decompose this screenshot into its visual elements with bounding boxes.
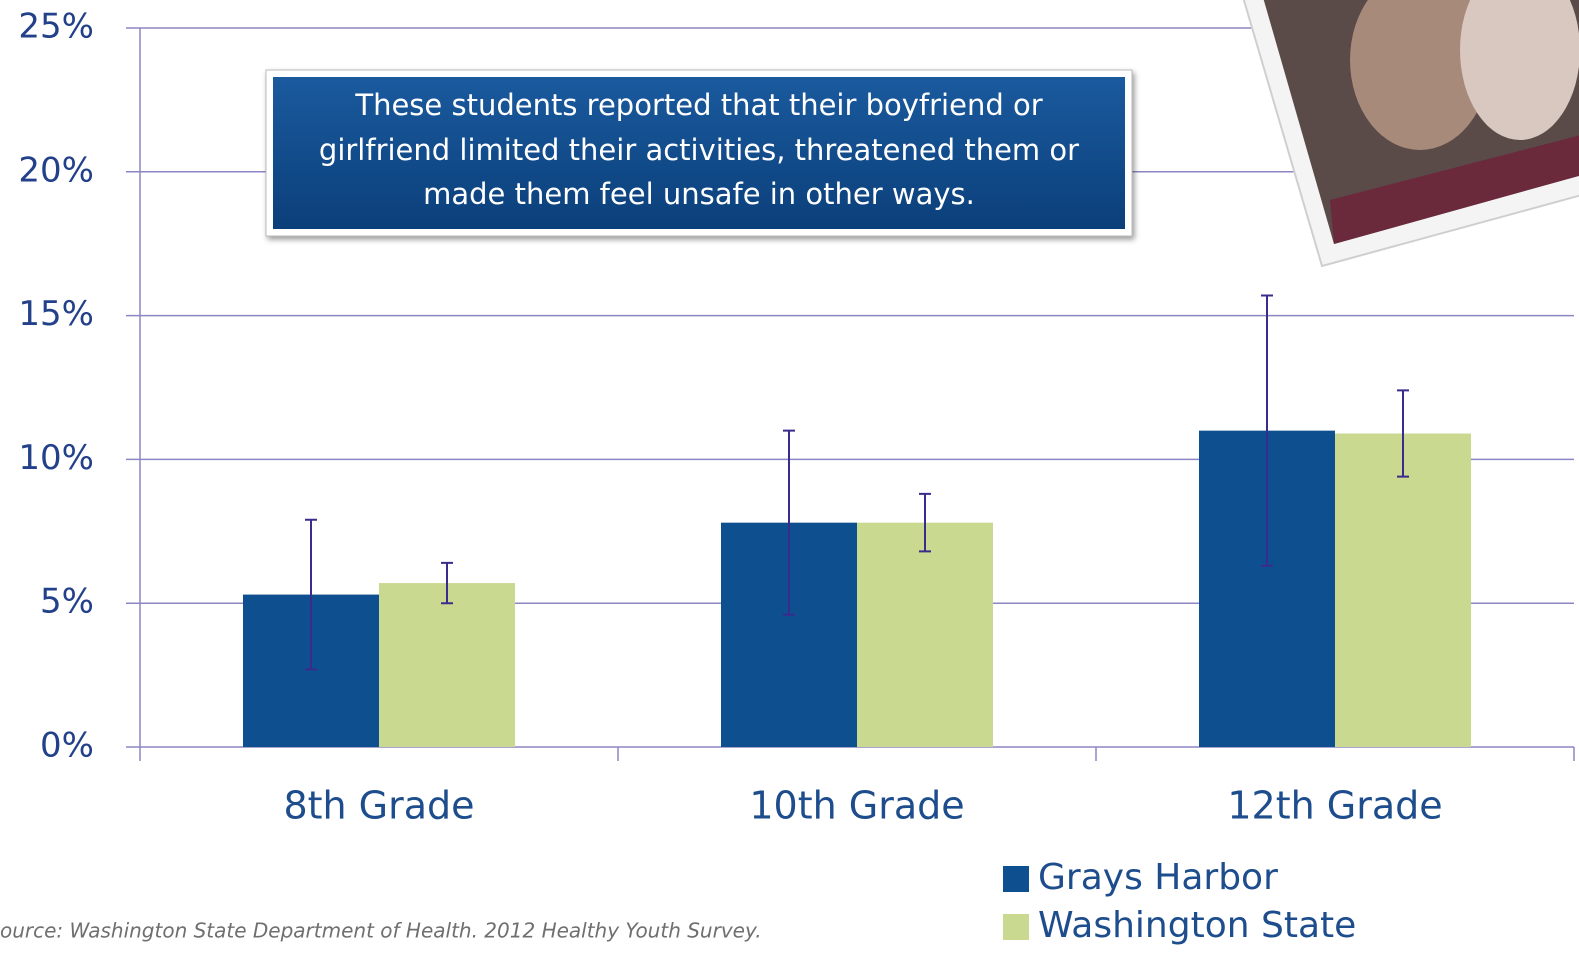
y-tick-label: 15%: [18, 294, 94, 334]
photo: [1238, 0, 1579, 266]
annotation-line: girlfriend limited their activities, thr…: [319, 133, 1079, 167]
y-tick-label: 0%: [40, 726, 94, 766]
bar: [379, 583, 515, 747]
legend-swatch: [1003, 914, 1029, 940]
y-tick-label: 5%: [40, 582, 94, 622]
legend: Grays Harbor Washington State: [1003, 857, 1356, 946]
annotation-line: made them feel unsafe in other ways.: [423, 177, 975, 211]
plot: [243, 295, 1471, 747]
annotation-line: These students reported that their boyfr…: [354, 88, 1042, 122]
y-tick-label: 10%: [18, 438, 94, 478]
chart: 0% 5% 10% 15% 20% 25% 8th Grade 10th Grade 12th …: [0, 0, 1579, 956]
x-tick-label: 12th Grade: [1227, 784, 1442, 828]
bar: [1335, 434, 1471, 747]
bar: [857, 523, 993, 747]
legend-label: Grays Harbor: [1038, 857, 1278, 898]
source: ource: Washington State Department of He…: [0, 919, 762, 943]
x-tick-label: 8th Grade: [283, 784, 474, 828]
y-tick-label: 25%: [18, 7, 94, 47]
legend-label: Washington State: [1038, 905, 1356, 946]
y-tick-label: 20%: [18, 150, 94, 190]
legend-swatch: [1003, 866, 1029, 892]
x-tick-label: 10th Grade: [749, 784, 964, 828]
annotation-box: These students reported that their boyfr…: [266, 70, 1132, 236]
